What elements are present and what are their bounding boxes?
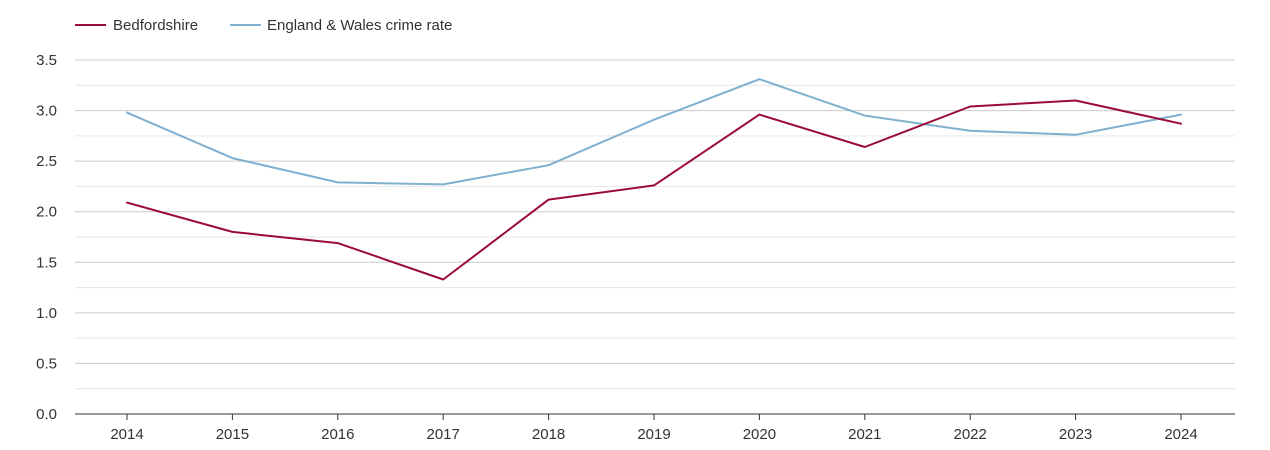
x-tick-label: 2020 [743, 426, 776, 443]
y-tick-label: 1.5 [36, 254, 57, 271]
y-tick-label: 0.5 [36, 355, 57, 372]
y-tick-label: 3.5 [36, 52, 57, 69]
x-tick-label: 2017 [427, 426, 460, 443]
x-tick-label: 2019 [637, 426, 670, 443]
legend-label: Bedfordshire [113, 17, 198, 34]
legend-label: England & Wales crime rate [267, 17, 452, 34]
x-tick-label: 2021 [848, 426, 881, 443]
y-tick-label: 3.0 [36, 103, 57, 120]
x-tick-label: 2024 [1164, 426, 1197, 443]
series-line-england-wales [126, 78, 1182, 186]
y-tick-label: 0.0 [36, 406, 57, 423]
y-tick-label: 1.0 [36, 305, 57, 322]
x-tick-label: 2022 [954, 426, 987, 443]
x-tick-label: 2023 [1059, 426, 1092, 443]
x-tick-label: 2016 [321, 426, 354, 443]
x-tick-label: 2015 [216, 426, 249, 443]
x-tick-label: 2018 [532, 426, 565, 443]
x-tick-label: 2014 [110, 426, 143, 443]
y-tick-label: 2.0 [36, 204, 57, 221]
series-line-bedfordshire [126, 99, 1182, 281]
y-tick-label: 2.5 [36, 153, 57, 170]
